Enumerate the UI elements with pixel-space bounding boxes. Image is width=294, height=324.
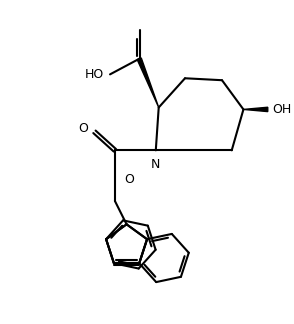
Polygon shape [137, 58, 159, 108]
Text: N: N [151, 158, 161, 171]
Text: OH: OH [273, 103, 292, 116]
Text: HO: HO [85, 68, 104, 81]
Text: O: O [125, 173, 135, 186]
Text: O: O [79, 122, 88, 135]
Polygon shape [243, 107, 268, 111]
